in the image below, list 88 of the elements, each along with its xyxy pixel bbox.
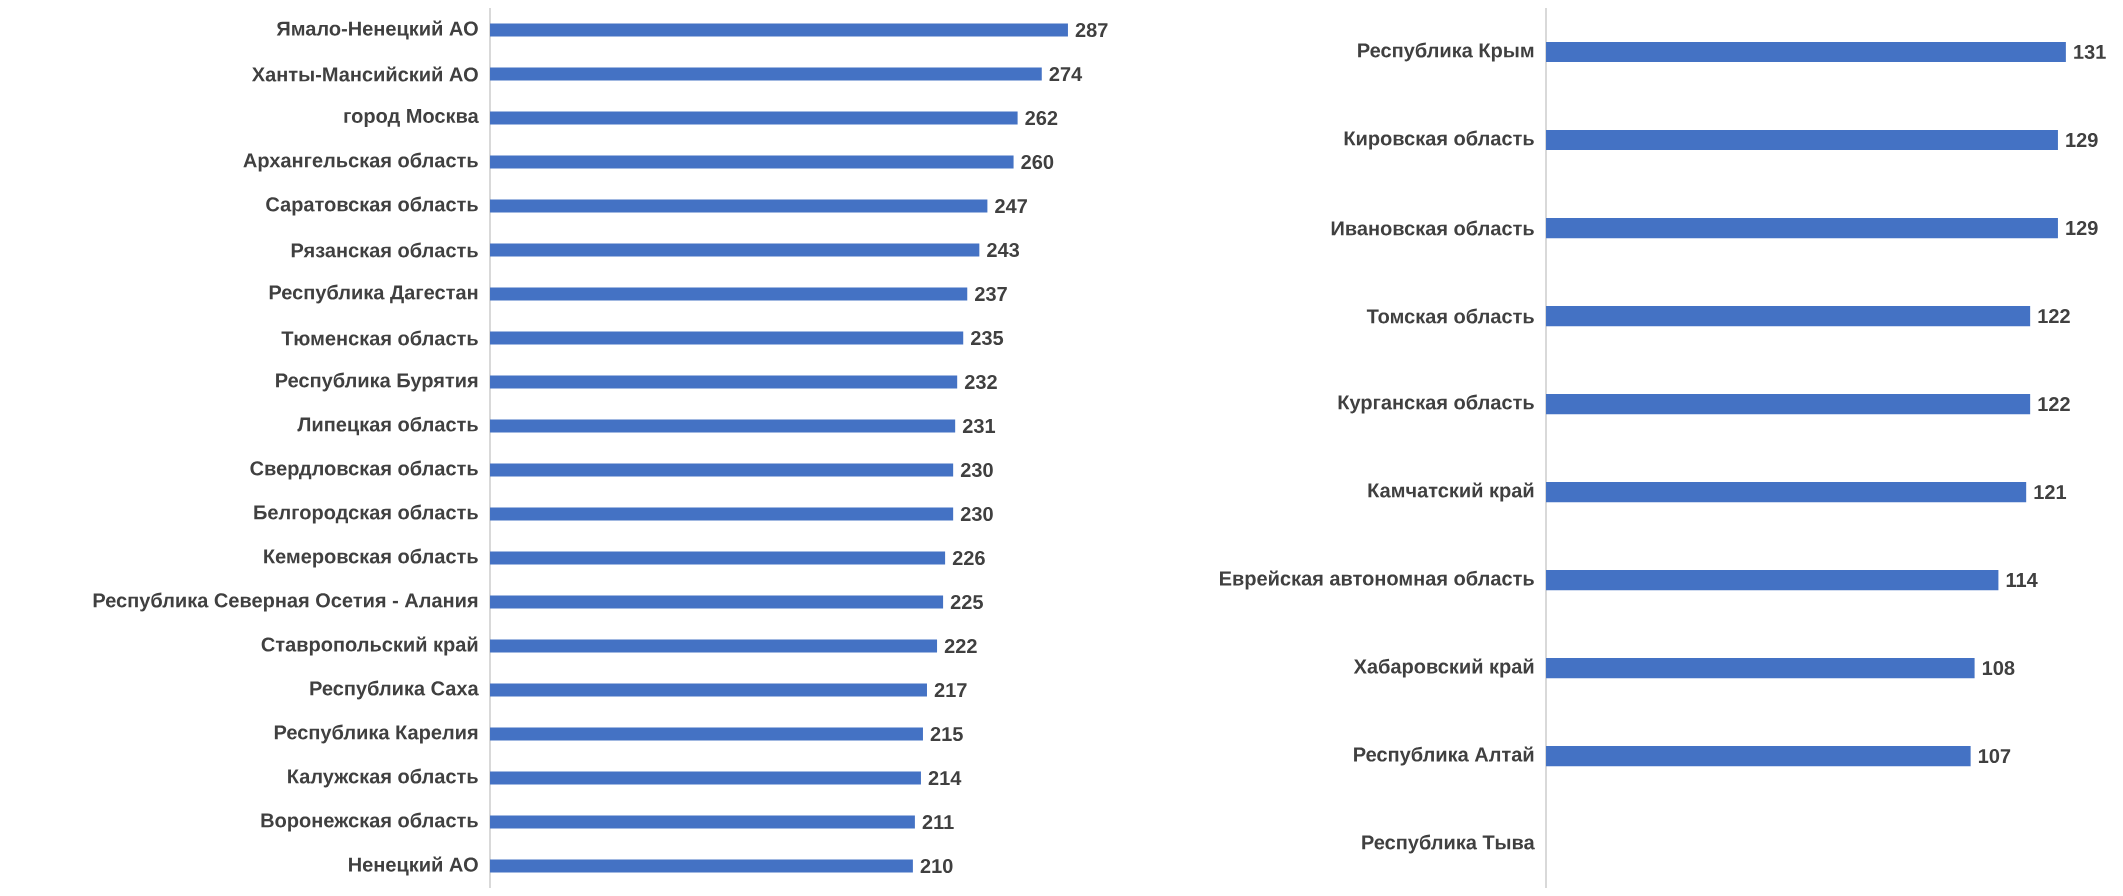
- data-label: 129: [2066, 132, 2098, 148]
- data-label: 230: [960, 506, 993, 522]
- data-label: 225: [950, 594, 983, 610]
- y-tick-label: Республика Бурятия: [276, 372, 478, 392]
- y-tick-label: Белгородская область: [254, 504, 478, 524]
- data-label: 230: [960, 462, 993, 478]
- bar: [490, 507, 954, 521]
- bar: [490, 23, 1068, 37]
- y-tick-label: Томская область: [1366, 308, 1534, 324]
- bar: [1546, 657, 1975, 679]
- data-label: 247: [995, 199, 1027, 213]
- data-label: 210: [920, 858, 953, 874]
- bar: [1546, 129, 2058, 151]
- data-label: 232: [964, 374, 997, 390]
- y-tick-label: Ханты-Мансийский АО: [251, 66, 478, 82]
- y-tick-label: Республика Дагестан: [269, 284, 478, 304]
- bar: [490, 463, 954, 477]
- bar: [1546, 569, 1999, 591]
- y-tick-label: Камчатский край: [1368, 482, 1534, 502]
- bar: [490, 551, 946, 565]
- bar: [490, 815, 915, 829]
- data-label: 108: [1982, 660, 2015, 676]
- y-tick-label: Липецкая область: [297, 416, 478, 436]
- bar: [490, 595, 944, 609]
- data-label: 114: [2006, 573, 2038, 587]
- bar: [490, 771, 921, 785]
- data-label: 131: [2074, 44, 2106, 60]
- bar: [490, 199, 988, 213]
- y-tick-label: Ненецкий АО: [349, 856, 478, 876]
- data-label: 260: [1021, 154, 1054, 170]
- y-tick-label: Республика Крым: [1358, 42, 1534, 62]
- data-label: 107: [1978, 748, 2011, 764]
- bar: [490, 287, 968, 301]
- bar: [490, 331, 964, 345]
- data-label: 235: [970, 330, 1004, 346]
- y-tick-label: Республика Алтай: [1354, 746, 1534, 766]
- bar: [1546, 41, 2066, 63]
- data-label: 226: [952, 550, 985, 566]
- bar: [1546, 393, 2031, 415]
- y-tick-label: Республика Саха: [310, 680, 479, 700]
- y-tick-label: Свердловская область: [250, 460, 478, 480]
- y-tick-label: Курганская область: [1338, 394, 1534, 414]
- bar: [490, 639, 938, 653]
- data-label: 129: [2066, 220, 2098, 236]
- y-tick-label: Тюменская область: [281, 330, 478, 346]
- y-tick-label: Республика Карелия: [274, 724, 478, 744]
- bar: [490, 859, 913, 873]
- y-tick-label: Республика Северная Осетия - Алания: [93, 592, 478, 612]
- y-tick-label: Воронежская область: [261, 812, 478, 832]
- data-label: 237: [975, 286, 1007, 302]
- y-tick-label: Архангельская область: [243, 152, 478, 172]
- bar: [490, 111, 1018, 125]
- data-label: 262: [1025, 110, 1058, 126]
- y-tick-label: Республика Тыва: [1362, 834, 1535, 854]
- y-tick-label: Рязанская область: [291, 242, 478, 258]
- data-label: 243: [987, 242, 1020, 258]
- bar: [490, 67, 1042, 81]
- y-tick-label: город Москва: [344, 109, 479, 127]
- data-label: 121: [2034, 485, 2067, 499]
- y-tick-label: Ямало-Ненецкий АО: [276, 20, 478, 40]
- data-label: 217: [934, 683, 967, 697]
- bar: [1546, 217, 2058, 239]
- bar: [1546, 481, 2027, 503]
- data-label: 211: [922, 815, 954, 829]
- data-label: 122: [2038, 309, 2070, 323]
- y-tick-label: Кировская область: [1344, 130, 1534, 150]
- y-tick-label: Калужская область: [288, 768, 478, 788]
- data-label: 222: [944, 639, 977, 653]
- data-label: 274: [1049, 67, 1083, 81]
- y-tick-label: Саратовская область: [266, 196, 478, 216]
- bar: [490, 375, 958, 389]
- bar: [490, 419, 956, 433]
- bar: [490, 727, 923, 741]
- data-label: 214: [928, 771, 962, 785]
- y-tick-label: Хабаровский край: [1353, 658, 1534, 678]
- bar: [490, 683, 927, 697]
- bar: [1546, 745, 1971, 767]
- bar: [490, 155, 1014, 169]
- y-tick-label: Ивановская область: [1331, 220, 1534, 236]
- y-tick-label: Еврейская автономная область: [1220, 570, 1534, 590]
- bar: [1546, 305, 2031, 327]
- data-label: 215: [930, 726, 963, 742]
- data-label: 122: [2038, 397, 2070, 411]
- data-label: 231: [962, 418, 996, 434]
- y-tick-label: Ставропольский край: [261, 636, 478, 656]
- y-tick-label: Кемеровская область: [264, 548, 478, 568]
- data-label: 287: [1075, 22, 1108, 38]
- bar: [490, 243, 980, 257]
